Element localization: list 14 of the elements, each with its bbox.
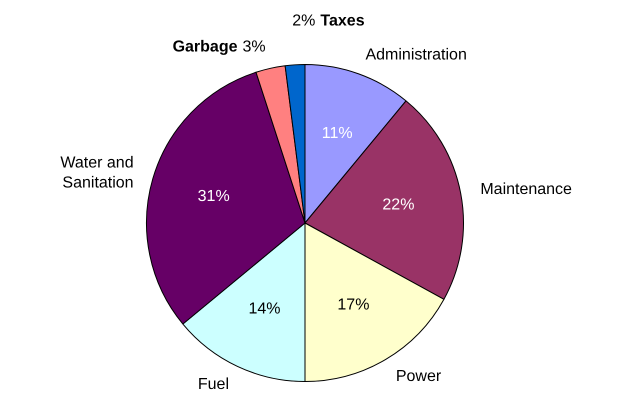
slice-label: Taxes [320, 12, 365, 30]
slice-label: Water and Sanitation [60, 154, 134, 192]
data-label: 14% [248, 300, 281, 318]
slice-label: Garbage [172, 38, 238, 56]
data-label: 17% [337, 296, 370, 314]
data-label: 31% [198, 188, 230, 205]
slice-label: Administration [365, 46, 467, 64]
slice-label: Fuel [198, 376, 229, 393]
data-label: 3% [242, 38, 266, 56]
data-label: 2% [292, 12, 316, 30]
slice-label: Power [396, 368, 442, 386]
data-label: 22% [382, 196, 414, 214]
slice-label: Maintenance [480, 180, 572, 198]
data-label: 11% [322, 124, 353, 142]
